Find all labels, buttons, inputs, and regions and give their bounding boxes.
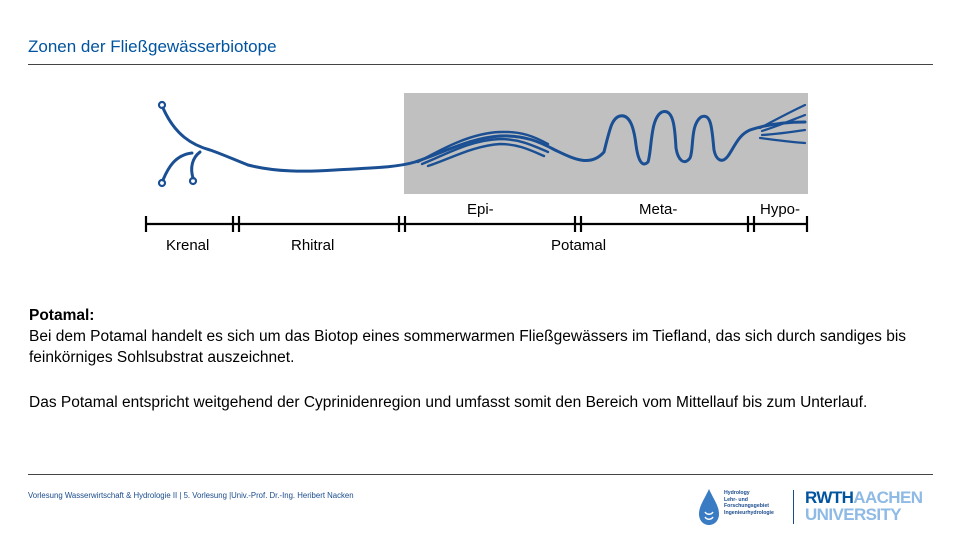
water-drop-icon — [699, 489, 719, 525]
university-logo-text: UNIVERSITY — [805, 505, 902, 524]
rwth-logo: RWTHAACHEN UNIVERSITY — [805, 488, 923, 524]
zone-label-meta: Meta- — [639, 201, 678, 218]
zone-label-rhitral: Rhitral — [291, 237, 335, 254]
section-paragraph: Bei dem Potamal handelt es sich um das B… — [29, 328, 907, 366]
zone-label-epi: Epi- — [467, 201, 494, 218]
section-paragraph: Das Potamal entspricht weitgehend der Cy… — [29, 394, 868, 411]
rwth-logo-text: RWTH — [805, 488, 854, 507]
river-course — [157, 100, 807, 188]
hydro-logo-line: Ingenieurhydrologie — [724, 509, 774, 516]
hydrology-logo: Hydrology Lehr- und Forschungsgebiet Ing… — [698, 488, 778, 528]
potamal-description: Das Potamal entspricht weitgehend der Cy… — [29, 392, 929, 413]
hydro-logo-line: Lehr- und — [724, 496, 748, 503]
page-title: Zonen der Fließgewässerbiotope — [28, 37, 277, 56]
logo-divider — [793, 490, 794, 524]
potamal-definition: Potamal: Bei dem Potamal handelt es sich… — [29, 305, 929, 368]
aachen-logo-text: AACHEN — [853, 488, 923, 507]
hydro-logo-line: Hydrology — [724, 490, 750, 496]
zone-label-potamal: Potamal — [551, 237, 607, 254]
zone-label-krenal: Krenal — [166, 237, 210, 254]
zone-label-hypo: Hypo- — [760, 201, 801, 218]
section-heading: Potamal: — [29, 307, 95, 324]
hydro-logo-line: Forschungsgebiet — [724, 503, 769, 509]
header-divider — [28, 64, 933, 65]
footer-divider — [28, 474, 933, 475]
zone-scale-bar — [144, 216, 809, 232]
river-zones-diagram — [144, 93, 809, 232]
footer-text: Vorlesung Wasserwirtschaft & Hydrologie … — [28, 491, 354, 500]
